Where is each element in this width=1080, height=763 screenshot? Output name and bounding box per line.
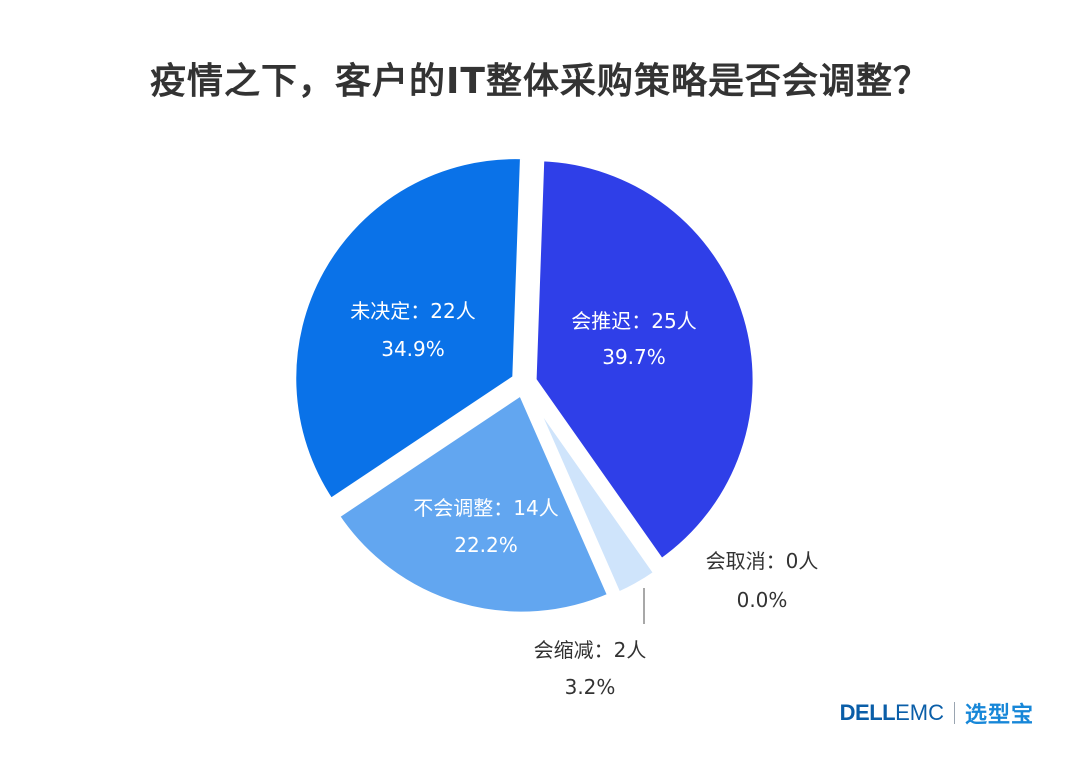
slice-undecided — [290, 153, 527, 506]
slice-reduce — [526, 389, 661, 599]
label-reduce-percent: 3.2% — [565, 675, 616, 699]
dell-emc-logo: DELLEMC — [840, 700, 944, 726]
label-cancel-count: 会取消：0人 — [706, 549, 819, 573]
label-postpone-count: 会推迟：25人 — [571, 309, 696, 333]
logo-divider — [953, 702, 955, 724]
dell-wordmark: DELL — [839, 700, 896, 725]
label-noadjust-percent: 22.2% — [454, 533, 518, 557]
label-undecided-percent: 34.9% — [381, 337, 445, 361]
slice-postpone — [530, 155, 759, 566]
slice-no-adjust — [332, 388, 615, 618]
label-postpone-percent: 39.7% — [602, 345, 666, 369]
label-undecided-count: 未决定：22人 — [350, 299, 475, 323]
chart-title: 疫情之下，客户的IT整体采购策略是否会调整？ — [150, 61, 930, 102]
brand-logo: DELLEMC 选型宝 — [840, 697, 1034, 729]
xuanxingbao-logo: 选型宝 — [964, 703, 1034, 728]
pie-slices — [290, 153, 759, 618]
label-reduce-count: 会缩减：2人 — [534, 638, 647, 662]
emc-wordmark: EMC — [895, 700, 944, 725]
label-cancel-percent: 0.0% — [737, 588, 788, 612]
label-noadjust-count: 不会调整：14人 — [413, 496, 558, 520]
